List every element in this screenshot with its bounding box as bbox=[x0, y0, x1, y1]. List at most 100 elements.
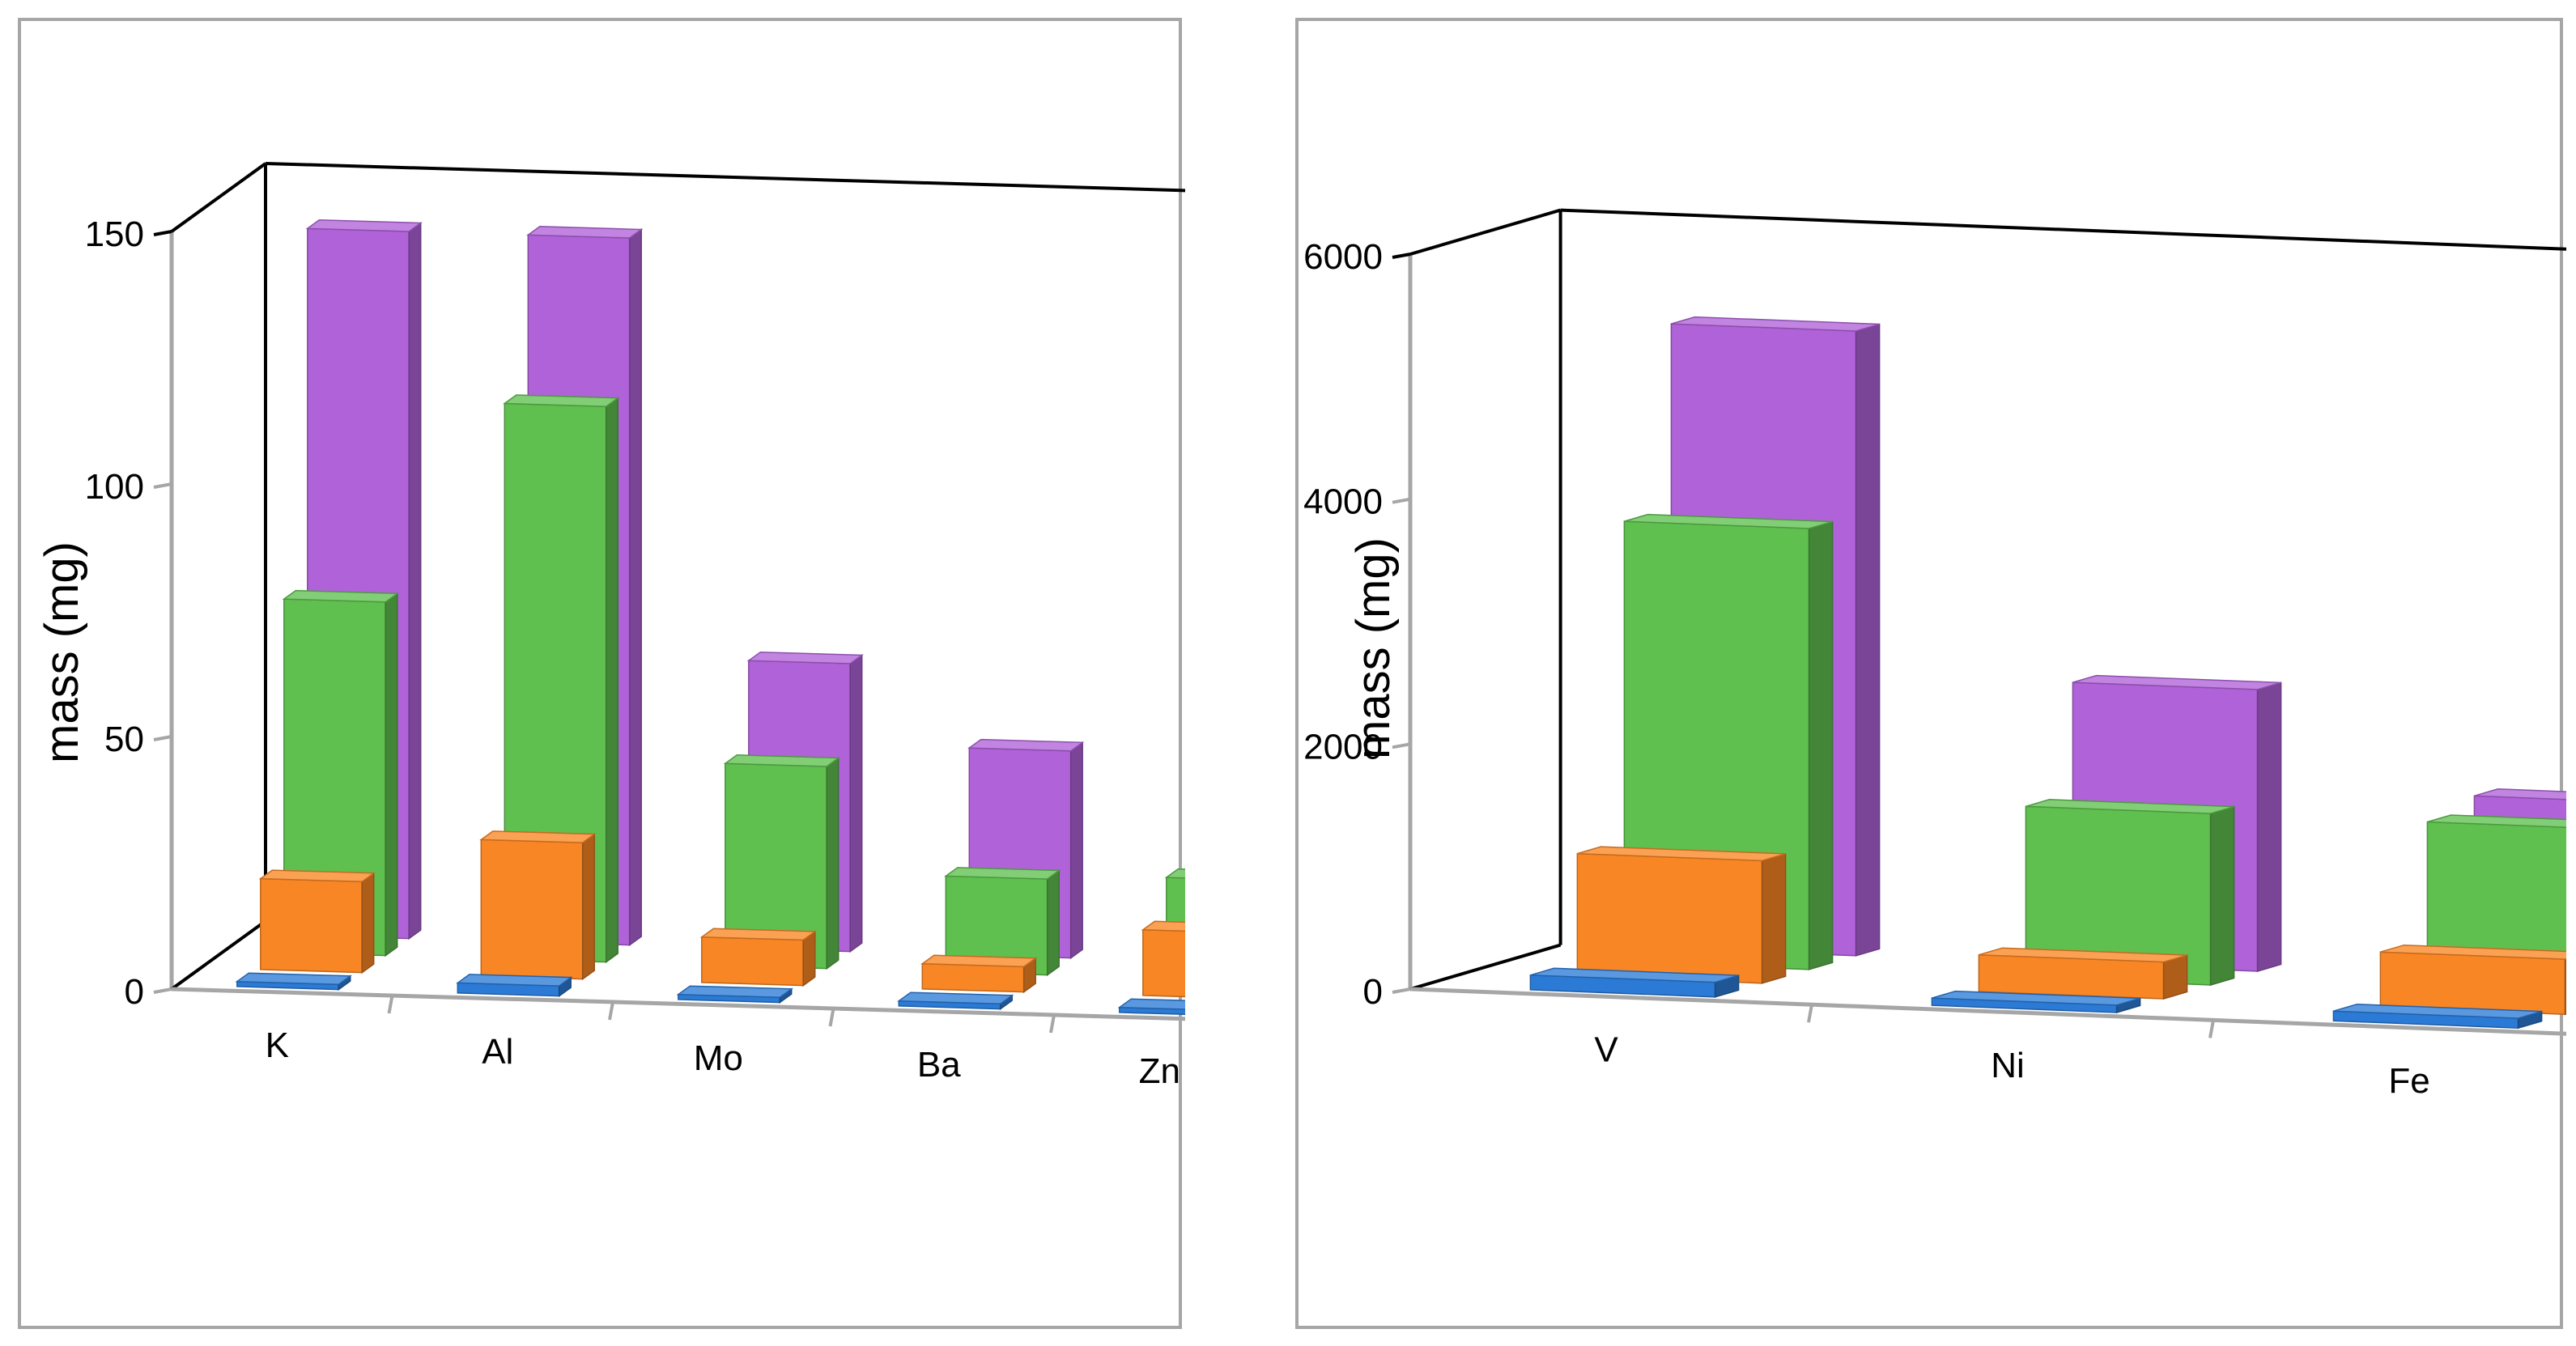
side-wall-top-edge bbox=[1409, 208, 1562, 256]
bar-top-face bbox=[258, 869, 376, 883]
bar-front-face bbox=[2379, 951, 2566, 1015]
bar-ba-series-2 bbox=[920, 954, 1038, 994]
bar-top-face bbox=[1671, 316, 1880, 332]
y-tick-mark bbox=[1392, 987, 1411, 994]
back-wall-top-edge bbox=[1560, 208, 2566, 251]
x-tick-mark bbox=[2208, 1020, 2215, 1038]
bar-front-face bbox=[1142, 929, 1185, 998]
x-tick-label: K bbox=[266, 1025, 289, 1065]
bar-top-face bbox=[1530, 967, 1739, 983]
x-tick-label: Ni bbox=[1991, 1046, 2025, 1085]
y-tick-label: 0 bbox=[1363, 972, 1383, 1012]
bar-top-face bbox=[920, 954, 1038, 968]
bar-front-face bbox=[1576, 852, 1763, 984]
bar-side-face bbox=[2209, 805, 2235, 987]
x-tick-label: Ba bbox=[917, 1045, 961, 1085]
y-tick-mark bbox=[1392, 253, 1411, 259]
bar-top-face bbox=[1117, 998, 1185, 1010]
y-tick-label: 150 bbox=[85, 214, 144, 254]
bar-mo-series-2 bbox=[699, 928, 817, 987]
bar-front-face bbox=[260, 877, 363, 974]
category-axis-labels: VNiFeMgNa bbox=[1594, 1004, 2430, 1101]
bar-top-face bbox=[1164, 868, 1185, 879]
bar-ni-series-1 bbox=[1931, 990, 2141, 1014]
bar-side-face bbox=[605, 397, 618, 964]
y-tick-mark bbox=[153, 482, 172, 489]
bar-side-face bbox=[581, 833, 595, 981]
y-tick-label: 100 bbox=[85, 467, 144, 507]
bar-side-face bbox=[628, 228, 642, 947]
bar-side-face bbox=[802, 930, 816, 987]
y-tick-mark bbox=[1392, 497, 1411, 504]
x-tick-mark bbox=[608, 1001, 614, 1021]
x-tick-label: Al bbox=[482, 1032, 513, 1072]
bar-front-face bbox=[921, 962, 1025, 993]
bar-side-face bbox=[1069, 741, 1083, 960]
bar-top-face bbox=[2474, 788, 2566, 800]
y-axis-title: mass (mg) bbox=[36, 541, 88, 763]
bar-ba-series-3 bbox=[944, 867, 1061, 977]
y-tick-label: 6000 bbox=[1303, 237, 1383, 277]
bar-k-series-3 bbox=[282, 589, 399, 957]
bar-side-face bbox=[826, 757, 840, 970]
x-tick-label: Zn bbox=[1139, 1051, 1180, 1091]
y-tick-label: 4000 bbox=[1303, 482, 1383, 522]
bar-zn-series-1 bbox=[1117, 998, 1185, 1016]
y-tick-label: 50 bbox=[104, 720, 144, 759]
bar-side-face bbox=[2162, 954, 2188, 1000]
bar-al-series-1 bbox=[456, 974, 573, 998]
bars bbox=[235, 219, 1185, 1016]
bar-fe-series-1 bbox=[2332, 1003, 2543, 1030]
bar-top-face bbox=[2072, 674, 2281, 690]
chart-walls bbox=[1408, 208, 2566, 1036]
bar-side-face bbox=[1761, 852, 1787, 984]
y-tick-mark bbox=[153, 735, 172, 741]
bar-top-face bbox=[1979, 947, 2187, 963]
bar-side-face bbox=[849, 653, 863, 953]
bar-top-face bbox=[456, 974, 573, 987]
bar-k-series-2 bbox=[258, 869, 376, 974]
back-wall-top-edge bbox=[265, 162, 1185, 193]
bar-side-face bbox=[1046, 869, 1060, 977]
bar-top-face bbox=[967, 738, 1085, 752]
bar-top-face bbox=[2427, 814, 2566, 828]
bar-top-face bbox=[1577, 846, 1786, 862]
floor-left-edge bbox=[1409, 943, 1562, 991]
bar-ni-series-2 bbox=[1978, 947, 2188, 1000]
x-tick-mark bbox=[1807, 1004, 1813, 1023]
category-axis-labels: KAlMoBaZnCrPbMn bbox=[266, 995, 1180, 1091]
bar-side-face bbox=[1808, 520, 1834, 970]
bar-top-face bbox=[479, 830, 597, 843]
bar-top-face bbox=[746, 651, 864, 665]
bar-al-series-3 bbox=[503, 394, 620, 964]
bar-top-face bbox=[282, 589, 399, 603]
bar-top-face bbox=[723, 754, 840, 767]
bar-k-series-1 bbox=[235, 972, 352, 991]
side-wall-top-edge bbox=[170, 162, 267, 233]
bar-zn-series-2 bbox=[1141, 920, 1185, 998]
bar-side-face bbox=[385, 592, 398, 957]
x-tick-mark bbox=[387, 995, 394, 1014]
bar-front-face bbox=[701, 936, 804, 987]
bar-top-face bbox=[1624, 513, 1833, 529]
bar-mo-series-3 bbox=[723, 754, 840, 970]
y-tick-label: 0 bbox=[125, 972, 144, 1012]
x-tick-mark bbox=[1049, 1014, 1056, 1034]
bar-side-face bbox=[361, 872, 375, 974]
y-tick-mark bbox=[153, 230, 172, 236]
bar-top-face bbox=[2380, 944, 2566, 960]
bar-top-face bbox=[699, 928, 817, 941]
bar-ba-series-1 bbox=[897, 991, 1014, 1011]
bar-top-face bbox=[503, 394, 620, 407]
x-tick-label: V bbox=[1594, 1030, 1618, 1070]
x-tick-mark bbox=[828, 1008, 835, 1027]
y-tick-label: 2000 bbox=[1303, 727, 1383, 766]
bar-side-face bbox=[408, 222, 422, 941]
bar-top-face bbox=[2333, 1003, 2542, 1019]
bar-fe-series-2 bbox=[2379, 944, 2566, 1016]
category-axis-line bbox=[1409, 987, 2566, 1036]
bar-top-face bbox=[676, 985, 793, 999]
